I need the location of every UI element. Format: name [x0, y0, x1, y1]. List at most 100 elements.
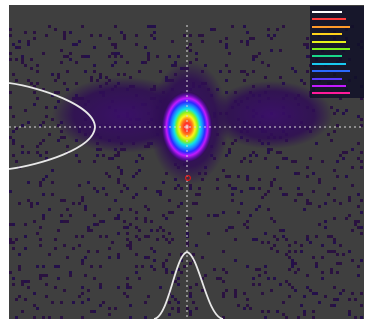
- noise-speck: [183, 265, 186, 268]
- noise-speck: [78, 160, 81, 163]
- noise-speck: [108, 307, 111, 310]
- noise-speck: [177, 268, 180, 271]
- noise-speck: [186, 232, 189, 235]
- noise-speck: [9, 34, 12, 37]
- noise-speck: [249, 214, 252, 217]
- noise-speck: [282, 235, 285, 238]
- noise-speck: [54, 247, 57, 250]
- noise-speck: [87, 229, 90, 232]
- noise-speck: [144, 301, 147, 304]
- noise-speck: [246, 265, 249, 268]
- noise-speck: [57, 73, 60, 76]
- noise-speck: [270, 37, 273, 40]
- noise-speck: [258, 187, 261, 190]
- legend-swatch: [312, 11, 342, 13]
- noise-speck: [126, 238, 129, 241]
- noise-speck: [45, 157, 48, 160]
- noise-speck: [342, 253, 345, 256]
- noise-speck: [51, 94, 54, 97]
- legend-entry: [312, 60, 362, 67]
- noise-speck: [297, 172, 300, 175]
- noise-speck: [117, 52, 120, 55]
- noise-speck: [186, 217, 189, 220]
- crosshair: [9, 25, 364, 319]
- noise-speck: [120, 55, 123, 58]
- noise-speck: [360, 316, 363, 319]
- noise-speck: [123, 184, 126, 187]
- noise-speck: [333, 187, 336, 190]
- noise-speck: [39, 244, 42, 247]
- noise-speck: [246, 298, 249, 301]
- noise-speck: [138, 154, 141, 157]
- noise-speck: [66, 208, 69, 211]
- noise-speck: [324, 226, 327, 229]
- noise-speck: [360, 199, 363, 202]
- legend-swatch: [312, 70, 350, 73]
- noise-speck: [66, 256, 69, 259]
- legend-entry: [312, 52, 362, 59]
- noise-speck: [264, 265, 267, 268]
- noise-speck: [252, 151, 255, 154]
- noise-speck: [18, 253, 21, 256]
- noise-speck: [117, 286, 120, 289]
- noise-speck: [213, 214, 216, 217]
- noise-speck: [288, 244, 291, 247]
- noise-speck: [189, 217, 192, 220]
- noise-speck: [156, 238, 159, 241]
- noise-speck: [192, 301, 195, 304]
- noise-speck: [228, 184, 231, 187]
- noise-speck: [159, 226, 162, 229]
- noise-speck: [291, 262, 294, 265]
- noise-speck: [249, 307, 252, 310]
- noise-speck: [153, 25, 156, 28]
- noise-speck: [336, 124, 339, 127]
- noise-speck: [177, 277, 180, 280]
- noise-speck: [69, 58, 72, 61]
- noise-speck: [330, 268, 333, 271]
- noise-speck: [75, 61, 78, 64]
- noise-speck: [354, 220, 357, 223]
- noise-speck: [315, 142, 318, 145]
- noise-speck: [168, 232, 171, 235]
- noise-speck: [195, 307, 198, 310]
- noise-speck: [213, 268, 216, 271]
- noise-speck: [177, 301, 180, 304]
- noise-speck: [189, 187, 192, 190]
- noise-speck: [60, 49, 63, 52]
- noise-speck: [222, 268, 225, 271]
- noise-speck: [357, 226, 360, 229]
- noise-speck: [216, 277, 219, 280]
- noise-speck: [129, 241, 132, 244]
- noise-speck: [222, 211, 225, 214]
- noise-speck: [360, 97, 363, 100]
- legend-swatch: [312, 55, 342, 58]
- noise-speck: [252, 238, 255, 241]
- noise-speck: [294, 271, 297, 274]
- noise-speck: [330, 235, 333, 238]
- noise-speck: [54, 286, 57, 289]
- noise-speck: [144, 316, 147, 319]
- beam-profile-plot[interactable]: [9, 5, 364, 319]
- noise-speck: [54, 265, 57, 268]
- noise-speck: [156, 190, 159, 193]
- noise-speck: [327, 193, 330, 196]
- noise-speck: [9, 106, 12, 109]
- noise-speck: [117, 73, 120, 76]
- noise-speck: [306, 166, 309, 169]
- noise-speck: [33, 292, 36, 295]
- legend-entry: [312, 82, 362, 89]
- noise-speck: [27, 151, 30, 154]
- noise-speck: [51, 181, 54, 184]
- noise-speck: [351, 259, 354, 262]
- noise-speck: [360, 118, 363, 121]
- beam-profile-view[interactable]: [9, 5, 364, 319]
- noise-speck: [93, 310, 96, 313]
- noise-speck: [102, 154, 105, 157]
- noise-speck: [264, 271, 267, 274]
- legend-swatch: [312, 33, 342, 36]
- noise-speck: [249, 154, 252, 157]
- noise-speck: [345, 217, 348, 220]
- noise-speck: [186, 307, 189, 310]
- noise-speck: [24, 109, 27, 112]
- noise-speck: [252, 37, 255, 40]
